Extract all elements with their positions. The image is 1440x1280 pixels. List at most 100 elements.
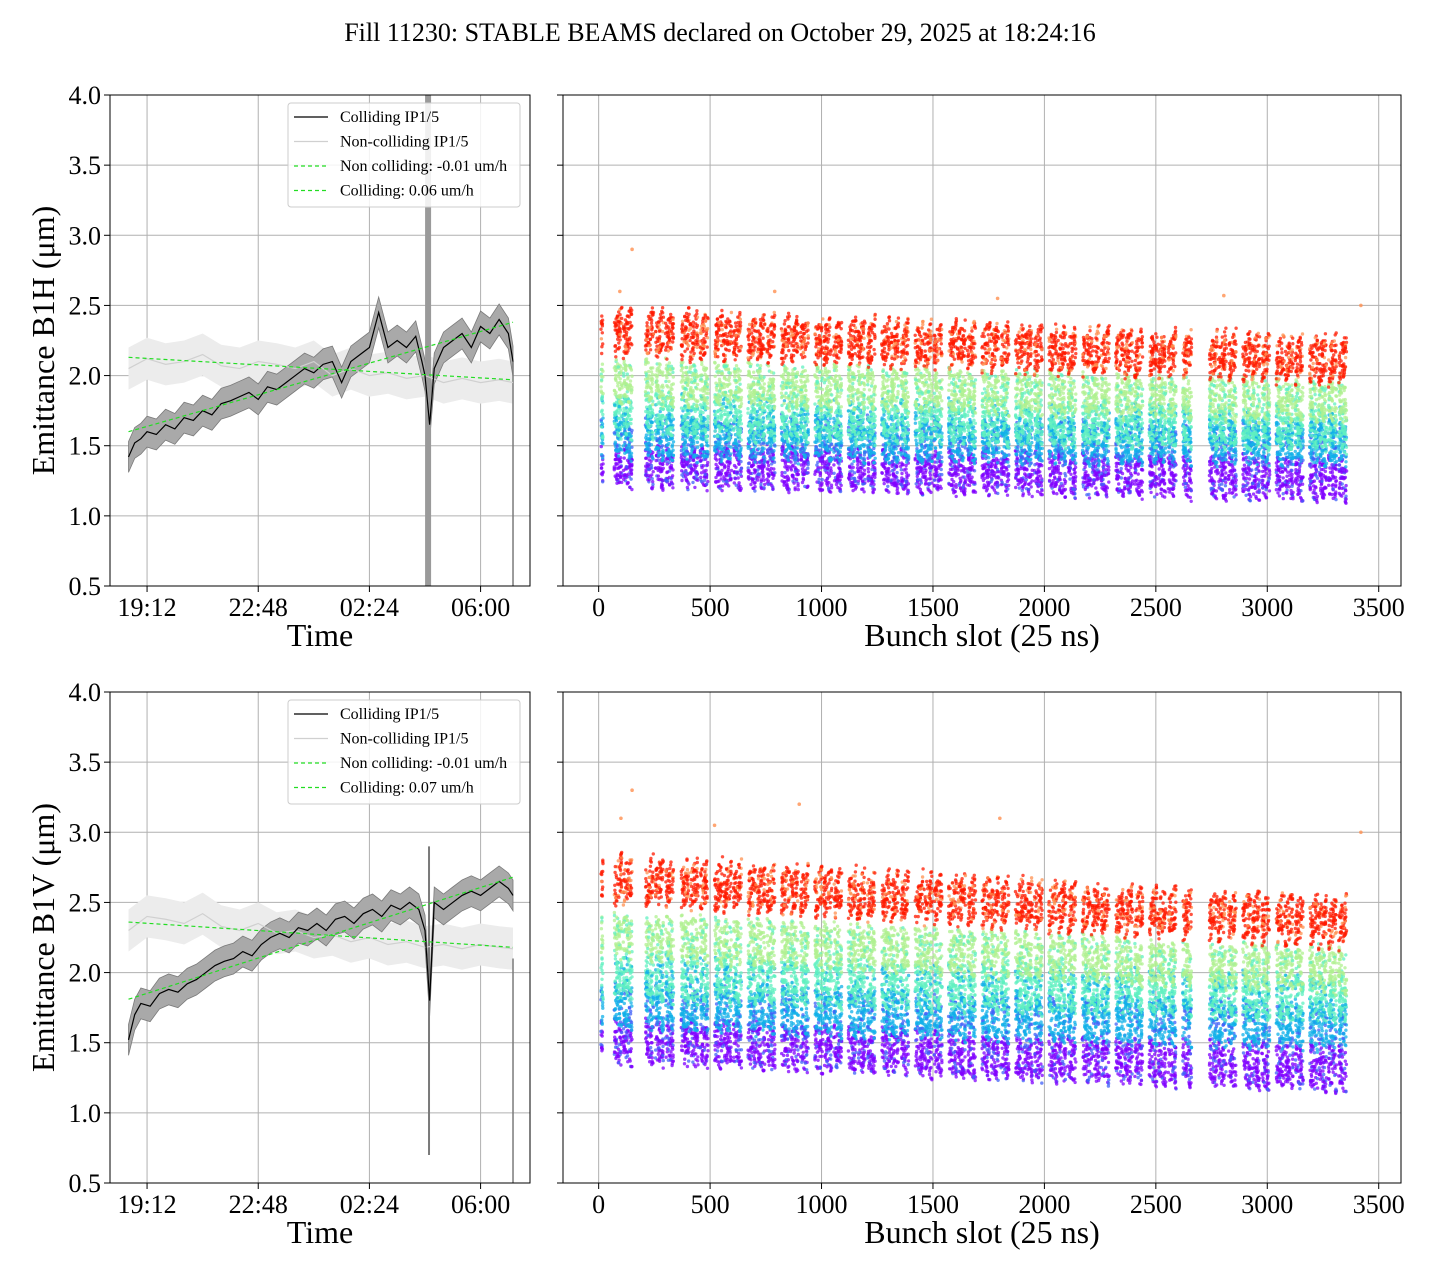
bunch-point <box>1051 469 1054 472</box>
bunch-point <box>625 446 628 449</box>
bunch-point <box>1313 496 1316 499</box>
bunch-point <box>695 474 698 477</box>
bunch-point <box>723 465 726 468</box>
bunch-point <box>1232 487 1235 490</box>
bunch-point <box>1001 461 1004 464</box>
bunch-point <box>993 488 996 491</box>
bunch-point <box>740 487 743 490</box>
bunch-point <box>874 457 877 460</box>
bunch-point <box>600 466 603 469</box>
bunch-point <box>869 449 872 452</box>
bunch-point <box>900 472 903 475</box>
bunch-point <box>704 455 707 458</box>
bunch-point <box>951 454 954 457</box>
bunch-point <box>871 465 874 468</box>
bunch-point <box>990 478 993 481</box>
bunch-point <box>968 418 971 421</box>
bunch-point <box>696 479 699 482</box>
bunch-point <box>786 475 789 478</box>
bunch-point <box>991 463 994 466</box>
bunch-point <box>970 448 973 451</box>
bunch-point <box>665 451 668 454</box>
bunch-point <box>892 452 895 455</box>
bunch-point <box>1215 497 1218 500</box>
bunch-point <box>714 476 717 479</box>
bunch-point <box>668 461 671 464</box>
bunch-point <box>617 449 620 452</box>
bunch-point <box>1312 484 1315 487</box>
bunch-point <box>1115 474 1118 477</box>
bunch-point <box>1006 480 1009 483</box>
bunch-point <box>613 431 616 434</box>
bunch-point <box>1149 473 1152 476</box>
bunch-point <box>1297 471 1300 474</box>
bunch-point <box>685 449 688 452</box>
bunch-point <box>768 441 771 444</box>
bunch-point <box>858 460 861 463</box>
bunch-point <box>1127 476 1130 479</box>
bunch-point <box>847 448 850 451</box>
b1h-time-ytick-label: 2.5 <box>69 291 102 320</box>
bunch-point <box>1073 496 1076 499</box>
bunch-point <box>904 453 907 456</box>
bunch-point <box>883 482 886 485</box>
bunch-point <box>1134 479 1137 482</box>
bunch-point <box>1007 465 1010 468</box>
bunch-point <box>687 482 690 485</box>
bunch-point <box>1244 488 1247 491</box>
bunch-point <box>848 465 851 468</box>
bunch-point <box>762 455 765 458</box>
bunch-point <box>1169 481 1172 484</box>
bunch-point <box>1049 474 1052 477</box>
bunch-point <box>1096 468 1099 471</box>
bunch-point <box>836 476 839 479</box>
bunch-point <box>757 447 760 450</box>
bunch-point <box>729 445 732 448</box>
bunch-point <box>1120 467 1123 470</box>
bunch-point <box>1152 472 1155 475</box>
bunch-point <box>936 460 939 463</box>
bunch-point <box>802 460 805 463</box>
bunch-point <box>1328 478 1331 481</box>
bunch-point <box>1148 458 1151 461</box>
bunch-point <box>1241 467 1244 470</box>
bunch-point <box>718 447 721 450</box>
bunch-point <box>1309 486 1312 489</box>
bunch-point <box>737 476 740 479</box>
bunch-point <box>1057 468 1060 471</box>
bunch-point <box>1278 494 1281 497</box>
bunch-point <box>863 462 866 465</box>
bunch-point <box>1163 495 1166 498</box>
bunch-point <box>671 443 674 446</box>
bunch-point <box>644 470 647 473</box>
bunch-point <box>647 451 650 454</box>
bunch-point <box>661 487 664 490</box>
bunch-point <box>782 484 785 487</box>
bunch-point <box>1223 477 1226 480</box>
bunch-point <box>959 480 962 483</box>
bunch-point <box>629 477 632 480</box>
bunch-point <box>713 446 716 449</box>
bunch-point <box>1058 461 1061 464</box>
bunch-point <box>794 470 797 473</box>
bunch-point <box>895 460 898 463</box>
bunch-point <box>716 480 719 483</box>
bunch-point <box>914 422 917 425</box>
bunch-point <box>1268 489 1271 492</box>
bunch-point <box>1331 484 1334 487</box>
bunch-point <box>786 468 789 471</box>
bunch-point <box>981 464 984 467</box>
bunch-point <box>629 460 632 463</box>
bunch-point <box>787 478 790 481</box>
bunch-point <box>839 490 842 493</box>
bunch-point <box>1241 473 1244 476</box>
bunch-point <box>836 473 839 476</box>
bunch-point <box>916 478 919 481</box>
bunch-point <box>1298 468 1301 471</box>
bunch-point <box>729 477 732 480</box>
b1h-time-ytick-label: 2.0 <box>69 362 102 391</box>
b1h-time-ylabel: Emittance B1H (μm) <box>25 206 61 476</box>
bunch-point <box>695 454 698 457</box>
bunch-point <box>1083 466 1086 469</box>
